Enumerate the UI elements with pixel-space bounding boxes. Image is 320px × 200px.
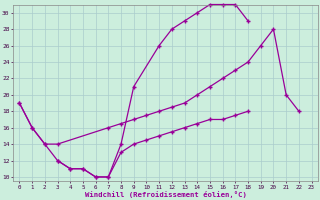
X-axis label: Windchill (Refroidissement éolien,°C): Windchill (Refroidissement éolien,°C) (84, 191, 246, 198)
